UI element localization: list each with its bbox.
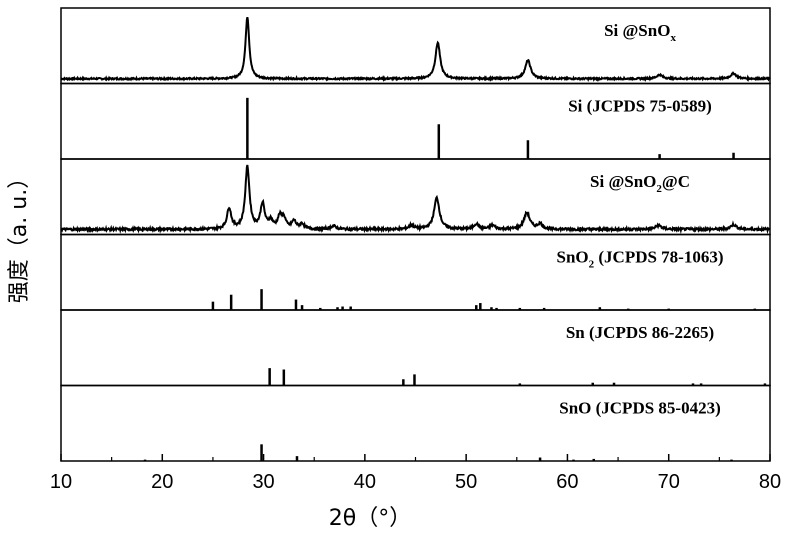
panel-frame (61, 310, 770, 386)
panel-2: Si (JCPDS 75-0589) (61, 84, 770, 160)
panel-frame (61, 8, 770, 84)
panel-label: Si @SnOx (604, 21, 676, 44)
panel-label: SnO (JCPDS 85-0423) (559, 399, 721, 418)
panel-3: Si @SnO2@C (61, 159, 770, 235)
x-tick-label: 80 (759, 471, 781, 493)
panel-label: SnO2 (JCPDS 78-1063) (556, 248, 723, 271)
x-axis: 10 20 30 40 50 60 70 80 (50, 454, 781, 493)
panel-label: Sn (JCPDS 86-2265) (566, 323, 714, 342)
x-tick-label: 10 (50, 471, 72, 493)
x-tick-label: 40 (354, 471, 376, 493)
panel-frame (61, 386, 770, 462)
x-tick-label: 50 (455, 471, 477, 493)
panel-label: Si (JCPDS 75-0589) (568, 97, 712, 116)
panel-label: Si @SnO2@C (590, 172, 690, 195)
panel-6: SnO (JCPDS 85-0423) (61, 386, 770, 462)
y-axis-title: 强度（a. u.） (7, 167, 32, 303)
x-axis-title: 2θ（°） (329, 506, 411, 531)
x-tick-label: 30 (252, 471, 274, 493)
x-tick-label: 70 (658, 471, 680, 493)
panel-frame (61, 159, 770, 235)
panel-frame (61, 84, 770, 160)
panel-frame (61, 235, 770, 311)
x-tick-label: 20 (151, 471, 173, 493)
x-tick-label: 60 (556, 471, 578, 493)
panels-group: Si @SnOx Si (JCPDS 75-0589) Si @SnO2@C SnO2… (61, 8, 770, 461)
panel-1: Si @SnOx (61, 8, 770, 84)
panel-5: Sn (JCPDS 86-2265) (61, 310, 770, 386)
panel-4: SnO2 (JCPDS 78-1063) (61, 235, 770, 311)
